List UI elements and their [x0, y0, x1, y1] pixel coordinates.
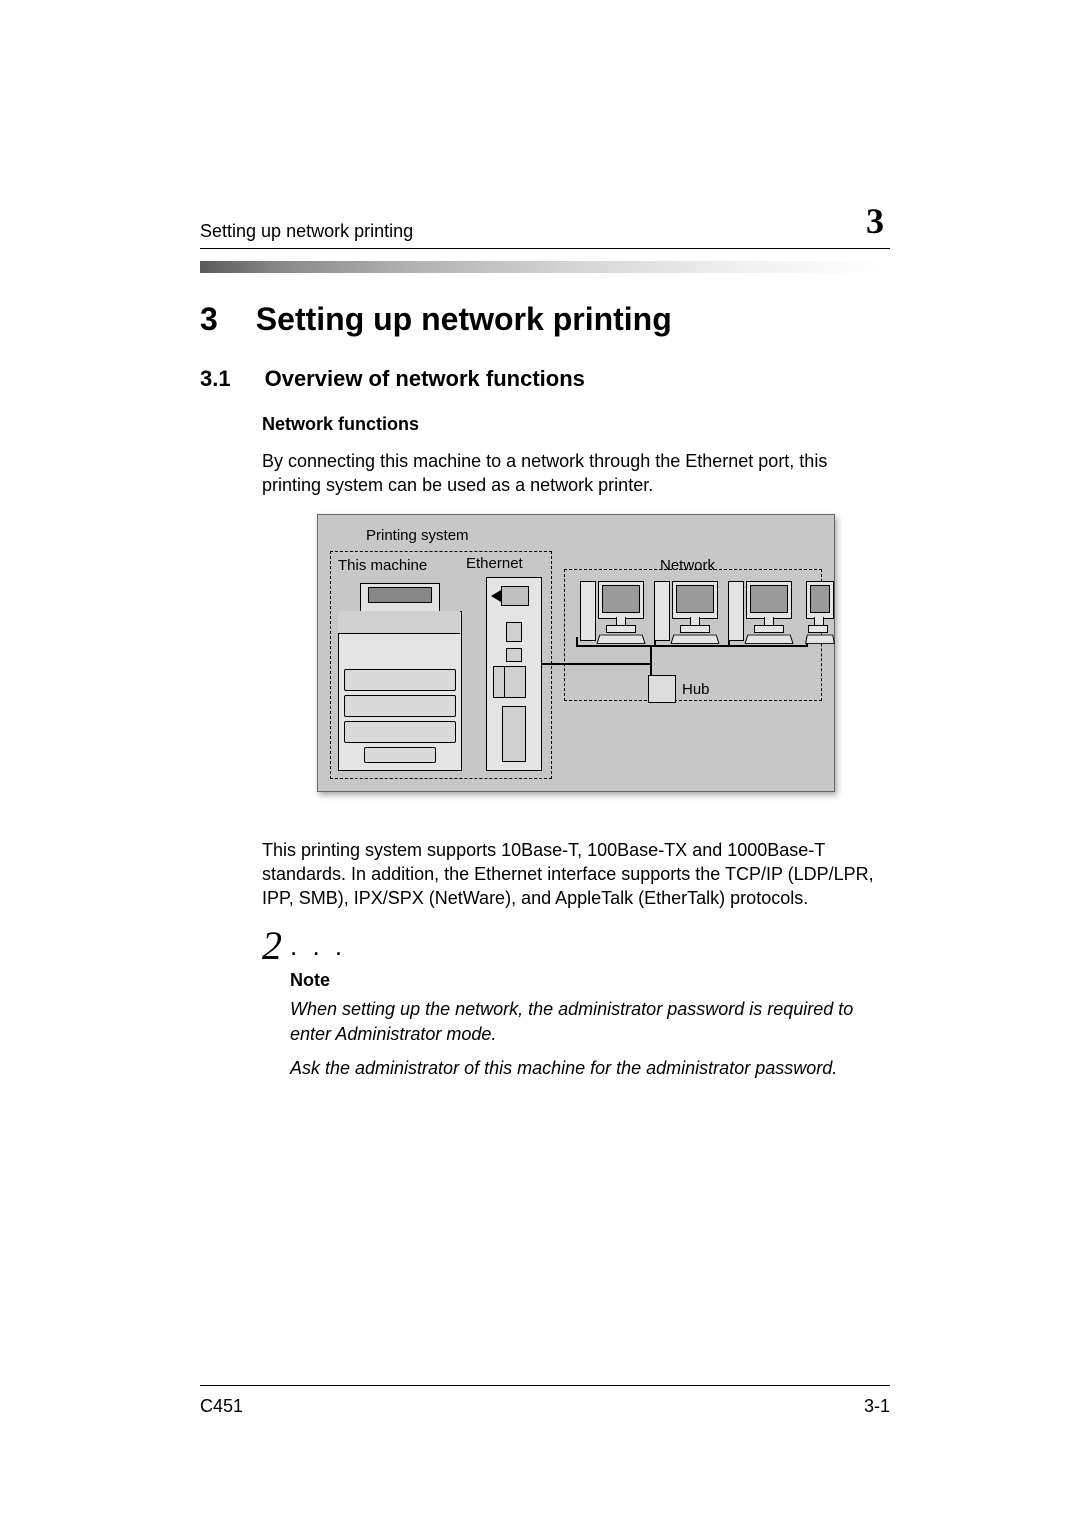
header-rule	[200, 248, 890, 249]
h1-title: Setting up network printing	[256, 301, 672, 338]
note-block: 2 . . . Note When setting up the network…	[262, 926, 890, 1080]
server-icon	[486, 577, 542, 771]
h2-number: 3.1	[200, 366, 231, 392]
note-icon: 2 . . .	[262, 926, 890, 966]
note-text-1: When setting up the network, the adminis…	[290, 997, 890, 1046]
h2-title: Overview of network functions	[265, 366, 585, 392]
running-title: Setting up network printing	[200, 221, 413, 242]
cable	[576, 637, 578, 647]
printer-icon	[338, 583, 460, 769]
heading-3: Network functions	[262, 414, 890, 435]
diagram-label-printing-system: Printing system	[366, 527, 469, 544]
network-diagram: Printing system This machine Ethernet Ne…	[317, 514, 835, 792]
note-glyph-two-icon: 2	[262, 926, 282, 966]
h1-number: 3	[200, 301, 218, 338]
note-dots-icon: . . .	[290, 931, 346, 966]
network-diagram-container: Printing system This machine Ethernet Ne…	[262, 514, 890, 792]
paragraph-protocols: This printing system supports 10Base-T, …	[262, 838, 890, 911]
hub-icon	[648, 675, 676, 703]
cable	[650, 645, 652, 675]
running-header: Setting up network printing 3	[200, 200, 890, 242]
footer-model: C451	[200, 1396, 243, 1417]
note-text-2: Ask the administrator of this machine fo…	[290, 1056, 890, 1080]
body: Network functions By connecting this mac…	[262, 414, 890, 1080]
footer-page-number: 3-1	[864, 1396, 890, 1417]
footer-rule	[200, 1385, 890, 1386]
cable	[576, 645, 808, 647]
heading-2: 3.1 Overview of network functions	[200, 366, 890, 392]
page: Setting up network printing 3 3 Setting …	[0, 0, 1080, 1527]
heading-1: 3 Setting up network printing	[200, 301, 890, 338]
paragraph-intro: By connecting this machine to a network …	[262, 449, 890, 498]
note-label: Note	[290, 970, 890, 991]
page-footer: C451 3-1	[200, 1377, 890, 1417]
chapter-number-badge: 3	[866, 200, 890, 242]
cable	[540, 663, 652, 665]
gradient-divider	[200, 261, 890, 273]
